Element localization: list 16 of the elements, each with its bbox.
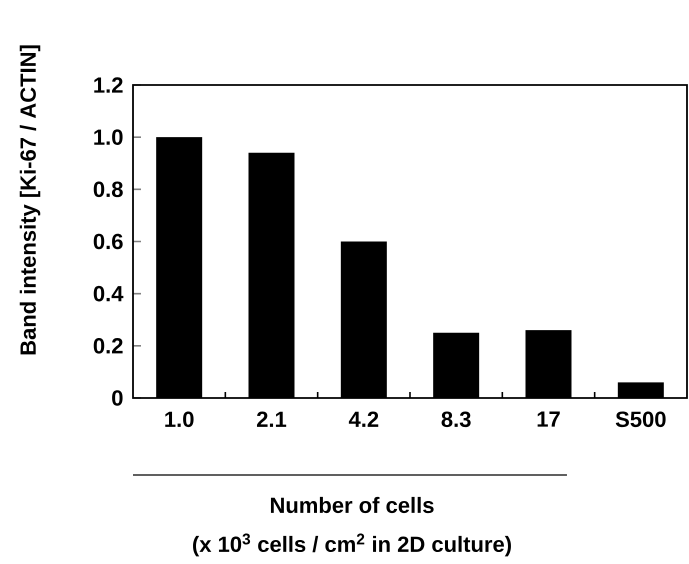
y-tick-label: 1.0 <box>94 129 123 145</box>
y-tick-label: 1.2 <box>94 77 123 93</box>
y-axis-title: Band intensity [Ki-67 / ACTIN] <box>20 45 40 354</box>
x-axis-title: Number of cells <box>270 496 434 514</box>
y-tick-label: 0.6 <box>94 234 123 250</box>
x-tick-label: 1.0 <box>165 412 194 428</box>
x-tick-label: S500 <box>616 412 666 428</box>
x-tick-label: 4.2 <box>348 412 378 427</box>
x-tick-label: 17 <box>538 412 560 427</box>
text: (x 10$^{3}$ cells / cm$^{2}$ in 2D culture) <box>193 534 511 556</box>
x-tick-label: 8.3 <box>442 412 471 428</box>
y-tick-label: 0 <box>112 390 123 406</box>
y-tick-label: 0.2 <box>94 338 123 354</box>
y-tick-label: 0.4 <box>94 286 124 302</box>
x-tick-label: 2.1 <box>256 412 286 427</box>
y-tick-label: 0.8 <box>94 182 123 198</box>
